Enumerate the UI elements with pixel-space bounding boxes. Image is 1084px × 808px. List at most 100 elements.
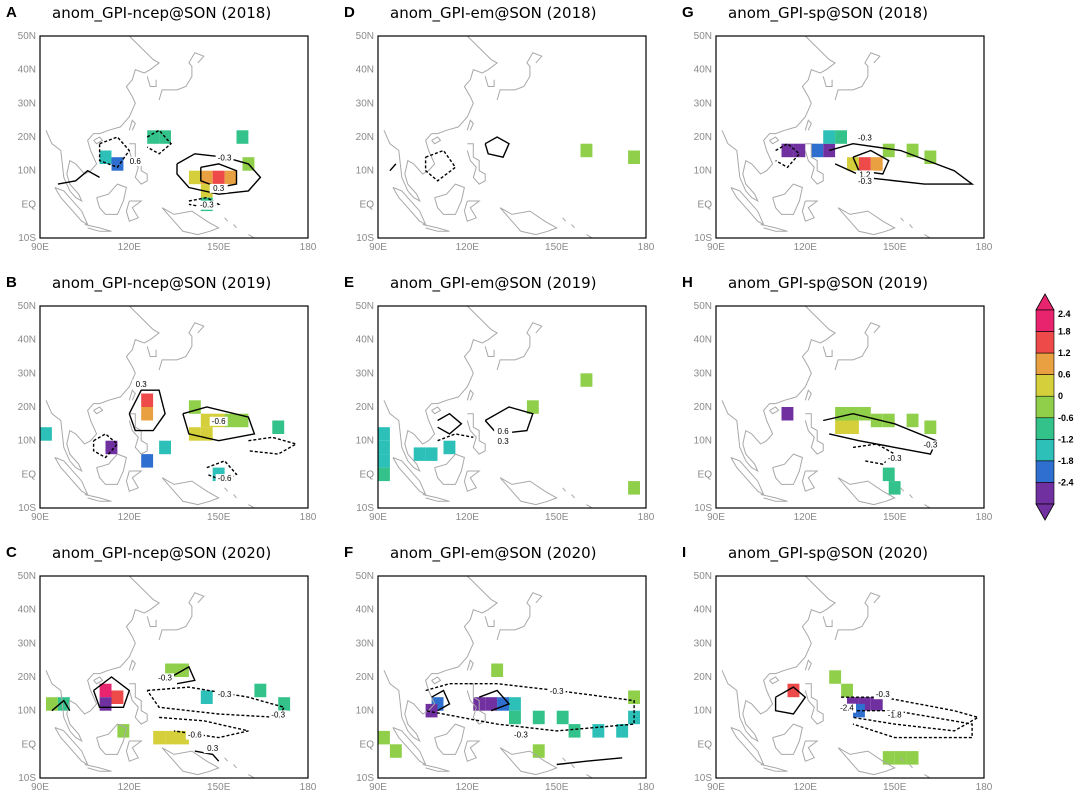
coastline [54,187,89,226]
lat-tick-label: 40N [694,65,712,76]
coastline [45,36,161,203]
panel-title: anom_GPI-ncep@SON (2018) [52,4,272,22]
lat-tick-label: 10N [694,706,712,717]
lat-tick-label: 30N [18,98,36,109]
gpi-shaded-cell [628,690,640,704]
lat-tick-label: 10S [694,503,712,514]
coastline [571,764,575,769]
lon-tick-label: 90E [369,512,387,523]
coastline [224,217,228,222]
contour-positive [774,686,807,715]
panel-title: anom_GPI-sp@SON (2020) [728,544,929,562]
coastline [466,143,486,185]
gpi-shaded-cell [532,744,545,758]
coastline [463,470,481,492]
contour-label: -0.3 [514,731,528,740]
lat-tick-label: 10S [694,773,712,784]
coastline [772,453,803,485]
coastline [233,494,237,499]
lon-tick-label: 180 [976,512,993,523]
gpi-shaded-cell [811,143,824,158]
gpi-shaded-cell [99,697,112,711]
coastline [772,183,803,215]
gpi-shaded-cell [431,697,444,711]
lat-tick-label: 20N [356,132,374,143]
coastline [804,143,824,185]
coastline [54,727,89,766]
contour-label: -0.3 [876,690,890,699]
colorbar-min-arrow [1035,503,1055,521]
coastline [128,389,136,401]
gpi-shaded-cell [823,130,836,144]
coastline [900,487,904,492]
coastline [834,52,881,101]
coastline [909,764,913,769]
coastline [822,76,833,87]
coastline [760,494,788,502]
lat-tick-label: 10N [356,706,374,717]
lat-tick-label: 20N [18,672,36,683]
panel-letter: F [344,544,354,561]
coastline [760,224,788,232]
panel-title: anom_GPI-em@SON (2019) [390,274,597,292]
coastline [571,494,575,499]
colorbar-bin [1035,395,1055,419]
lon-tick-label: 120E [794,242,818,253]
gpi-shaded-cell [141,454,154,468]
gpi-shaded-cell [378,454,390,468]
gpi-shaded-cell [568,724,581,738]
coastline [499,477,558,506]
gpi-shaded-cell [378,730,390,745]
contour-label: -1.8 [888,710,902,719]
lat-tick-label: 10S [356,773,374,784]
lon-tick-label: 150E [883,242,907,253]
lon-tick-label: 180 [300,512,317,523]
gpi-shaded-cell [159,440,171,455]
coastline [146,76,157,87]
gpi-shaded-cell [616,724,629,738]
contour-positive [431,689,451,712]
lon-tick-label: 120E [794,782,818,793]
lat-tick-label: 10S [694,233,712,244]
coastline [146,616,157,627]
gpi-shaded-cell [906,143,919,158]
gpi-shaded-cell [272,420,285,434]
lon-tick-label: 180 [638,512,655,523]
lon-tick-label: 180 [638,242,655,253]
coastline [496,322,543,371]
coastline [224,487,228,492]
lon-tick-label: 180 [638,782,655,793]
gpi-shaded-cell [188,400,201,414]
gpi-shaded-cell [200,427,213,441]
lat-tick-label: 20N [694,132,712,143]
lat-tick-label: 20N [18,402,36,413]
lat-tick-label: 30N [356,638,374,649]
gpi-shaded-cell [526,400,539,414]
coastline [909,494,913,499]
coastline [837,207,896,236]
colorbar-tick-label: 1.8 [1058,327,1071,337]
gpi-shaded-cell [556,710,569,725]
gpi-shaded-cell [224,413,237,428]
coastline [84,764,112,772]
lon-tick-label: 150E [545,782,569,793]
colorbar-tick-label: -1.2 [1058,434,1074,444]
contour-negative [146,129,172,155]
gpi-shaded-cell [413,447,426,461]
colorbar-bin [1035,309,1055,332]
contour-positive [128,389,166,432]
lat-tick-label: EQ [698,739,713,750]
gpi-shaded-cell [188,170,201,185]
contour-label: 0.3 [498,437,510,446]
contour-negative [847,710,973,739]
coastline [834,322,881,371]
coastline [804,413,824,455]
lon-tick-label: 90E [707,782,725,793]
lat-tick-label: 40N [356,605,374,616]
lat-tick-label: 10S [356,233,374,244]
coastline [463,200,481,222]
